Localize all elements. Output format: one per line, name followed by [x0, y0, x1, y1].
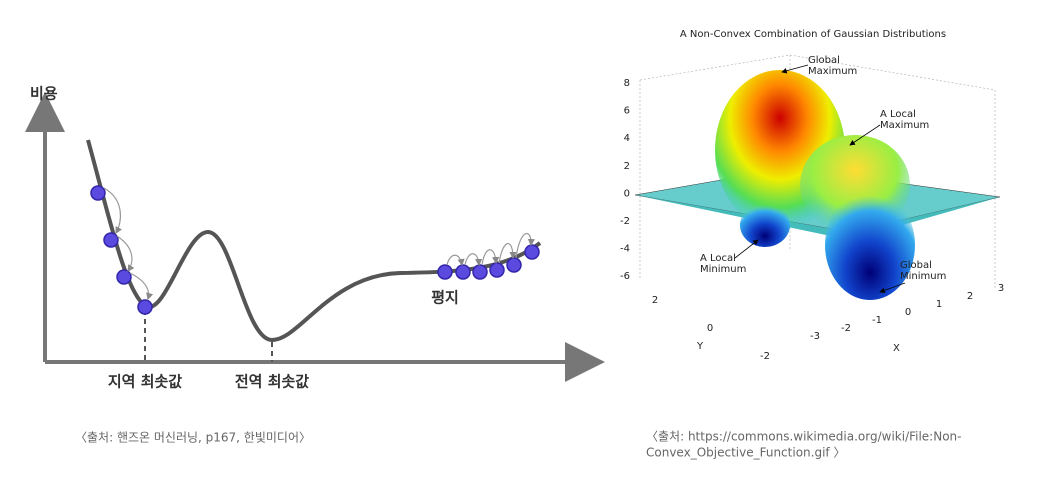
- caption-line: 〈출처: https://commons.wikimedia.org/wiki/…: [646, 430, 961, 444]
- z-tick-label: -6: [620, 271, 630, 282]
- cost-curve: [86, 139, 542, 343]
- local-minimum: [740, 203, 790, 247]
- z-tick-label: -4: [620, 244, 630, 255]
- z-tick-label: 2: [624, 161, 630, 172]
- annotation: A Local Minimum: [700, 253, 746, 275]
- balls: [90, 185, 540, 315]
- annotation: Global Maximum: [808, 55, 857, 77]
- z-tick-label: 4: [624, 133, 630, 144]
- z-tick-label: -2: [620, 216, 630, 227]
- step-arrows: [103, 187, 535, 301]
- y-label: Y: [696, 341, 704, 352]
- x-tick-label: -1: [872, 315, 882, 326]
- global-minimum: [825, 190, 915, 300]
- x-tick-label: 1: [936, 299, 942, 310]
- x-tick-label: 0: [905, 307, 911, 318]
- right-figure: A Non-Convex Combination of Gaussian Dis…: [620, 29, 1004, 460]
- annotation-arrows: [734, 64, 906, 294]
- local-min-label: 지역 최솟값: [108, 373, 182, 391]
- plateau-label: 평지: [431, 289, 459, 307]
- x-tick-label: -2: [841, 323, 851, 334]
- z-tick-label: 8: [624, 78, 630, 89]
- left-figure: 비용 지역 최솟값 전역 최솟값 평지 〈출처: 핸즈온 머신러닝, p167,…: [25, 85, 605, 445]
- box-grid: [639, 54, 996, 290]
- y-tick-label: 2: [652, 295, 658, 306]
- annotation: A Local Maximum: [880, 109, 929, 131]
- y-tick-label: -2: [760, 351, 770, 362]
- caption-line: Convex_Objective_Function.gif 〉: [646, 446, 845, 460]
- x-tick-label: 2: [967, 291, 973, 302]
- surface-front: [635, 195, 1000, 240]
- title: A Non-Convex Combination of Gaussian Dis…: [680, 29, 946, 40]
- global-min-label: 전역 최솟값: [235, 373, 309, 391]
- annotation: Global Minimum: [900, 260, 946, 282]
- x-label: X: [893, 343, 900, 354]
- x-tick-label: 3: [998, 283, 1004, 294]
- z-tick-label: 6: [624, 106, 630, 117]
- z-tick-label: 0: [624, 188, 630, 199]
- y-axis-label: 비용: [30, 85, 58, 103]
- y-tick-label: 0: [707, 323, 713, 334]
- caption: 〈출처: 핸즈온 머신러닝, p167, 한빛미디어〉: [75, 430, 311, 445]
- x-tick-label: -3: [810, 331, 820, 342]
